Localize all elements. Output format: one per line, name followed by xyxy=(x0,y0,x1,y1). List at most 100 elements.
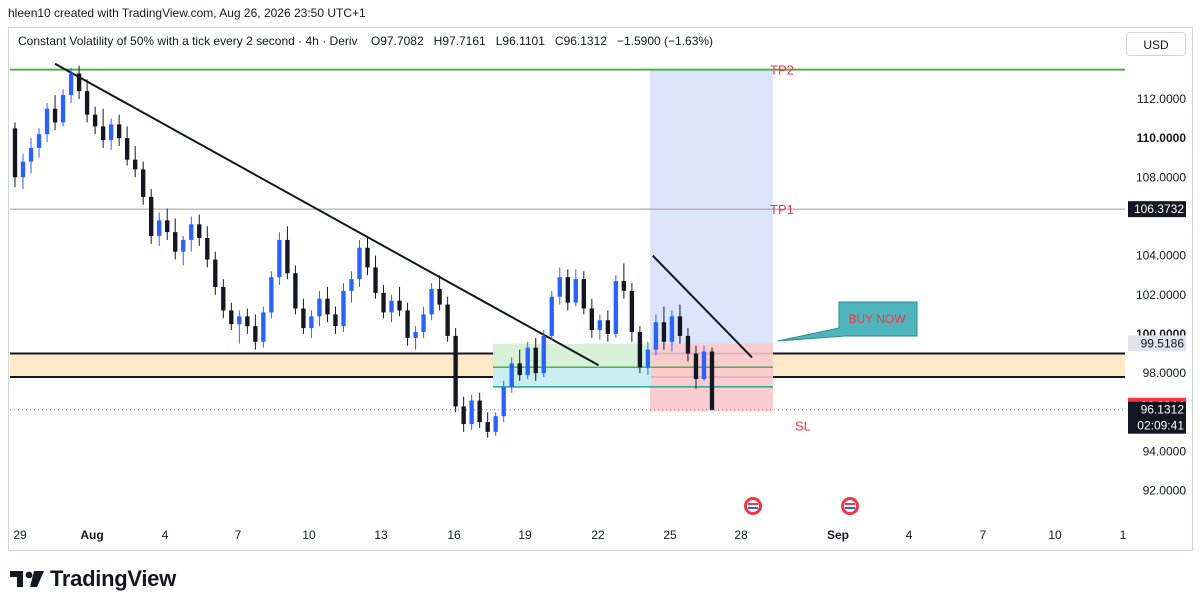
candle-body xyxy=(405,310,410,338)
candle-body xyxy=(501,386,506,417)
candle-body xyxy=(493,416,498,432)
candle-body xyxy=(469,400,474,425)
candle-body xyxy=(525,347,530,376)
candle-body xyxy=(325,298,330,315)
buy-now-callout xyxy=(777,301,918,342)
ohlc-low: L96.1101 xyxy=(495,34,545,48)
candle-body xyxy=(661,322,667,342)
candle-body xyxy=(44,108,50,135)
candle-body xyxy=(341,290,346,327)
candle-body xyxy=(173,232,178,252)
y-axis-tick: 98.0000 xyxy=(1143,366,1187,380)
ohlc-close: C96.1312 xyxy=(554,34,607,48)
symbol-name[interactable]: Constant Volatility of 50% with a tick e… xyxy=(18,34,295,48)
ohlc-high: H97.7161 xyxy=(433,34,486,48)
us-flag-event-icon-stripe xyxy=(845,507,855,509)
y-axis-tick: 112.0000 xyxy=(1137,92,1186,106)
x-axis-tick: 19 xyxy=(518,528,532,542)
us-flag-event-icon-stripe xyxy=(748,507,758,509)
y-axis-tick: 108.0000 xyxy=(1136,170,1186,184)
candle-body xyxy=(541,335,546,374)
candle-body xyxy=(637,332,643,368)
candle-body xyxy=(12,128,18,178)
candle-body xyxy=(701,351,707,379)
x-axis-tick: 29 xyxy=(13,528,27,542)
position-box-profit xyxy=(493,343,651,368)
candle-body xyxy=(309,316,314,329)
x-axis-tick: 10 xyxy=(1048,528,1062,542)
candle-body xyxy=(517,363,522,376)
candle-body xyxy=(108,124,114,141)
currency-button[interactable]: USD xyxy=(1126,32,1186,56)
candle-body xyxy=(181,239,186,252)
price-axis-label: 106.3732 xyxy=(1134,202,1184,216)
candle-body xyxy=(36,134,42,148)
chart-frame xyxy=(8,27,1193,551)
price-axis-label-bg xyxy=(1128,401,1186,434)
candle-body xyxy=(301,308,306,329)
candle-body xyxy=(76,73,82,92)
candle-body xyxy=(237,316,242,325)
level-label-tp1: TP1 xyxy=(770,202,794,217)
x-axis-tick: 1 xyxy=(1120,528,1127,542)
x-axis-tick: 13 xyxy=(374,528,388,542)
candle-body xyxy=(141,169,146,197)
candle-body xyxy=(84,91,90,115)
candle-body xyxy=(100,126,106,141)
candle-body xyxy=(365,247,370,268)
candle-body xyxy=(60,95,66,123)
y-axis-tick: 102.0000 xyxy=(1136,288,1186,302)
candle-body xyxy=(229,310,234,325)
candle-body xyxy=(381,292,386,313)
candle-body xyxy=(445,304,450,336)
x-axis-tick: 4 xyxy=(906,528,913,542)
attribution-header: hleen10 created with TradingView.com, Au… xyxy=(8,6,366,20)
x-axis-tick: Sep xyxy=(827,528,849,542)
brand-name: TradingView xyxy=(50,566,176,591)
candle-body xyxy=(589,308,595,331)
us-flag-event-icon-stripe xyxy=(748,503,758,505)
candle-body xyxy=(52,108,58,123)
candle-body xyxy=(565,277,570,303)
candle-body xyxy=(124,138,130,160)
candle-body xyxy=(461,406,466,425)
candle-body xyxy=(533,347,538,374)
candle-body xyxy=(549,296,554,336)
x-axis-tick: Aug xyxy=(80,528,103,542)
us-flag-event-icon-stripe xyxy=(845,503,855,505)
x-axis-tick: 22 xyxy=(591,528,605,542)
candle-body xyxy=(92,114,98,127)
candle-body xyxy=(245,316,250,327)
candle-body xyxy=(293,273,298,309)
candle-body xyxy=(157,220,162,237)
y-axis-tick: 92.0000 xyxy=(1143,484,1187,498)
candle-body xyxy=(20,161,26,178)
stop-loss-label: SL xyxy=(795,419,811,434)
candle-body xyxy=(677,316,683,336)
x-axis-tick: 4 xyxy=(162,528,169,542)
footer-logo: TradingView xyxy=(10,566,176,592)
timeframe[interactable]: 4h xyxy=(305,34,319,48)
candle-body xyxy=(397,300,402,311)
candle-body xyxy=(485,422,490,432)
candle-body xyxy=(116,124,122,139)
candle-body xyxy=(285,239,290,274)
candle-body xyxy=(221,286,226,311)
level-label-tp2: TP2 xyxy=(770,63,794,78)
candle-body xyxy=(437,288,442,305)
candle-body xyxy=(653,322,659,350)
symbol-info-bar: Constant Volatility of 50% with a tick e… xyxy=(18,34,714,48)
candle-body xyxy=(509,363,514,387)
candle-body xyxy=(269,277,274,313)
y-axis-tick: 94.0000 xyxy=(1143,444,1187,458)
bar-countdown-label: 02:09:41 xyxy=(1137,419,1184,433)
candle-body xyxy=(189,224,194,240)
price-axis-label: 99.5186 xyxy=(1141,336,1185,350)
candle-body xyxy=(597,320,603,331)
price-axis-label-bg xyxy=(1128,201,1186,218)
x-axis-tick: 28 xyxy=(734,528,748,542)
candle-body xyxy=(261,312,266,342)
us-flag-event-icon-inner xyxy=(844,500,856,512)
candle-body xyxy=(28,147,34,162)
